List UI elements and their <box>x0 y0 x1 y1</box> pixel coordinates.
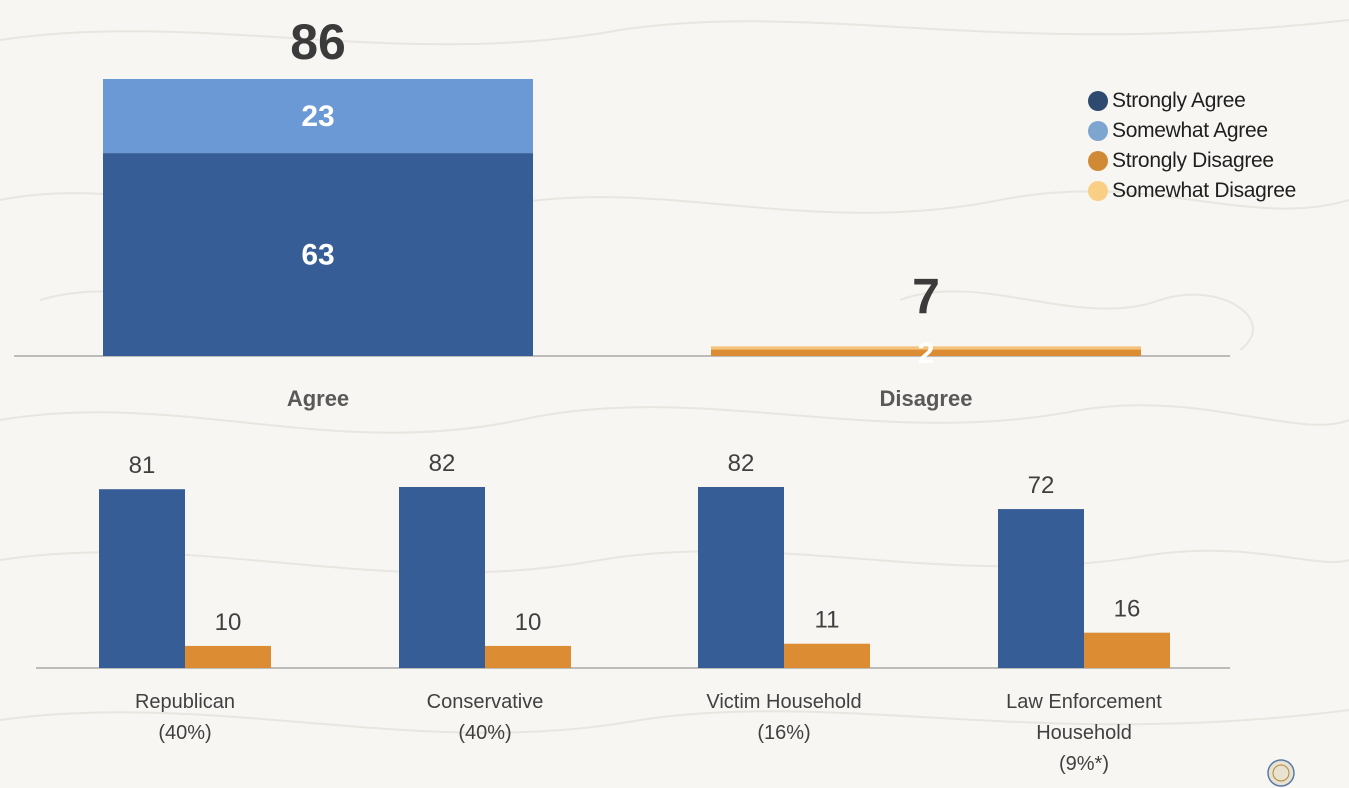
category-label: (40%) <box>158 722 211 744</box>
category-label: Conservative <box>427 691 544 713</box>
segment-label: 63 <box>301 239 334 272</box>
category-label: (16%) <box>757 722 810 744</box>
segment-label: 2 <box>918 337 935 370</box>
legend-swatch <box>1088 151 1108 171</box>
bar-group-0-series-0 <box>99 489 185 668</box>
legend-label: Somewhat Agree <box>1112 119 1268 142</box>
value-label: 82 <box>429 450 456 477</box>
bar-group-1-series-0 <box>399 487 485 668</box>
category-label: (40%) <box>458 722 511 744</box>
bar-group-3-series-0 <box>998 509 1084 668</box>
value-label: 81 <box>129 452 156 479</box>
legend-label: Strongly Disagree <box>1112 149 1274 172</box>
value-label: 82 <box>728 450 755 477</box>
segment-label: 23 <box>301 100 334 133</box>
grouped-bar-chart: 81 10 Republican (40%) 82 10 Conservative (40%)… <box>36 450 1230 775</box>
stacked-bar-chart: 63 23 86 Agree 2 7 Disagree <box>14 14 1230 411</box>
bar-disagree-somewhat-disagree <box>711 346 1141 350</box>
bar-agree-somewhat-agree <box>103 79 533 154</box>
legend-swatch <box>1088 121 1108 141</box>
bar-group-2-series-0 <box>698 487 784 668</box>
category-label: Republican <box>135 691 235 713</box>
legend-item: Strongly Disagree <box>1088 146 1296 176</box>
seal-logo-icon <box>1267 759 1295 787</box>
legend-label: Strongly Agree <box>1112 89 1246 112</box>
category-label: Household <box>1036 722 1132 744</box>
category-label: Victim Household <box>706 691 861 713</box>
category-label: Agree <box>287 386 349 411</box>
legend-item: Somewhat Disagree <box>1088 176 1296 206</box>
value-label: 72 <box>1028 472 1055 499</box>
bar-disagree-strongly-disagree <box>711 349 1141 356</box>
legend-item: Strongly Agree <box>1088 86 1296 116</box>
legend-swatch <box>1088 181 1108 201</box>
total-label: 86 <box>290 14 346 70</box>
bar-agree-strongly-agree <box>103 153 533 356</box>
value-label: 10 <box>515 609 542 636</box>
category-label: (9%*) <box>1059 753 1109 775</box>
value-label: 16 <box>1114 596 1141 623</box>
total-label: 7 <box>912 268 940 324</box>
bar-group-2-series-1 <box>784 643 870 668</box>
legend: Strongly Agree Somewhat Agree Strongly Dis… <box>1088 86 1296 206</box>
bar-group-0-series-1 <box>185 645 271 668</box>
category-label: Disagree <box>880 386 973 411</box>
value-label: 11 <box>815 607 840 634</box>
legend-label: Somewhat Disagree <box>1112 179 1296 202</box>
legend-item: Somewhat Agree <box>1088 116 1296 146</box>
bar-group-1-series-1 <box>485 645 571 668</box>
category-label: Law Enforcement <box>1006 691 1162 713</box>
value-label: 10 <box>215 609 242 636</box>
bar-group-3-series-1 <box>1084 632 1170 668</box>
legend-swatch <box>1088 91 1108 111</box>
